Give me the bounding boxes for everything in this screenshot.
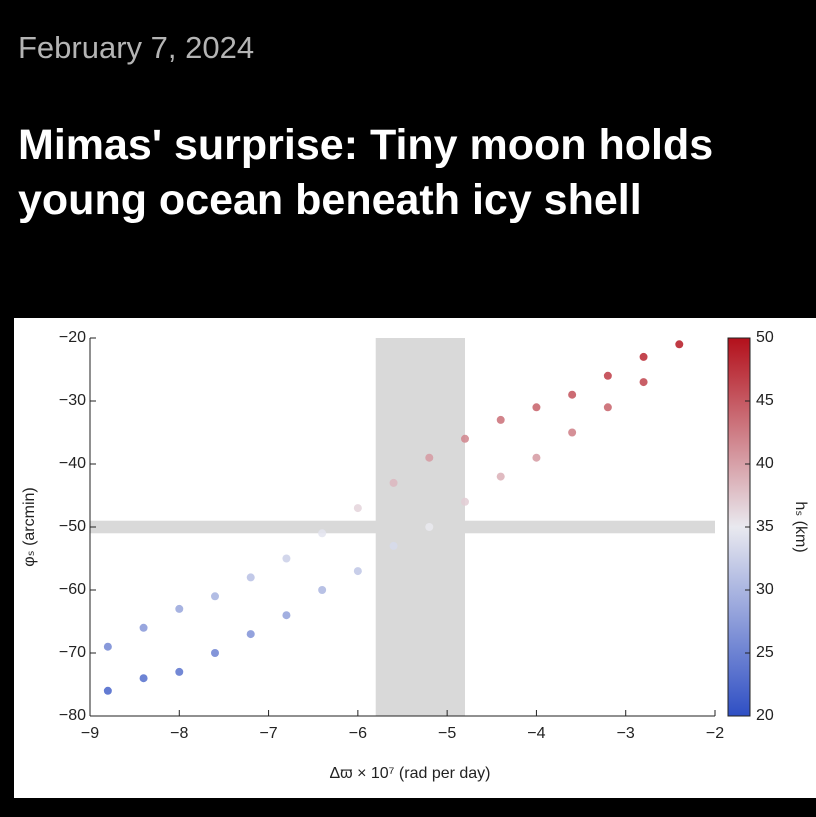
scatter-point [639, 352, 648, 361]
y-tick-label: −50 [59, 518, 86, 535]
colorbar-tick-label: 50 [756, 329, 774, 346]
scatter-point [175, 667, 184, 676]
scatter-point [568, 428, 577, 437]
scatter-point [496, 472, 505, 481]
scatter-point [461, 497, 469, 506]
x-tick-label: −6 [349, 725, 367, 742]
y-axis-label: φₛ (arcmin) [21, 487, 38, 566]
colorbar-tick-label: 40 [756, 455, 774, 472]
scatter-point [211, 649, 219, 657]
scatter-point [246, 630, 255, 639]
scatter-point [282, 611, 291, 620]
scatter-point [353, 504, 362, 513]
scatter-point [496, 415, 505, 424]
scatter-point [246, 573, 255, 582]
colorbar-tick-label: 30 [756, 581, 774, 598]
colorbar-label: hₛ (km) [792, 501, 809, 552]
colorbar-tick-label: 45 [756, 392, 774, 409]
scatter-point [425, 523, 434, 531]
x-tick-label: −8 [170, 725, 188, 742]
y-tick-label: −30 [59, 392, 86, 409]
y-tick-label: −80 [59, 707, 86, 724]
scatter-point [318, 529, 327, 538]
y-tick-label: −20 [59, 329, 86, 346]
scatter-point [211, 592, 219, 601]
scatter-point [139, 674, 148, 683]
scatter-point [389, 478, 398, 487]
scatter-point [675, 340, 684, 349]
x-tick-label: −7 [259, 725, 277, 742]
scatter-point [282, 554, 291, 563]
scatter-point [639, 378, 648, 387]
scatter-point [139, 623, 148, 632]
scatter-point [568, 390, 577, 399]
scatter-point [175, 604, 184, 613]
y-tick-label: −40 [59, 455, 86, 472]
scatter-point [103, 642, 112, 651]
scatter-point [461, 434, 469, 443]
scatter-point [603, 371, 612, 380]
y-tick-label: −70 [59, 644, 86, 661]
x-axis-label: Δϖ × 10⁷ (rad per day) [329, 765, 490, 782]
scatter-point [532, 453, 541, 462]
shaded-band [90, 520, 715, 534]
colorbar-tick-label: 25 [756, 644, 774, 661]
x-tick-label: −4 [527, 725, 545, 742]
scatter-point [318, 586, 327, 594]
scatter-point [103, 686, 112, 695]
y-tick-label: −60 [59, 581, 86, 598]
scatter-point [425, 453, 434, 462]
x-tick-label: −9 [81, 725, 99, 742]
x-tick-label: −3 [617, 725, 635, 742]
article-title: Mimas' surprise: Tiny moon holds young o… [18, 121, 714, 224]
scatter-point [353, 567, 362, 576]
scatter-point [603, 403, 612, 412]
article-date: February 7, 2024 [18, 30, 255, 65]
chart: φₛ (arcmin) Δϖ × 10⁷ (rad per day) hₛ (k… [14, 318, 816, 798]
scatter-point [532, 403, 541, 412]
colorbar-tick-label: 20 [756, 707, 774, 724]
colorbar-tick-label: 35 [756, 518, 774, 535]
x-tick-label: −5 [438, 725, 456, 742]
x-tick-label: −2 [706, 725, 724, 742]
scatter-point [389, 541, 398, 550]
